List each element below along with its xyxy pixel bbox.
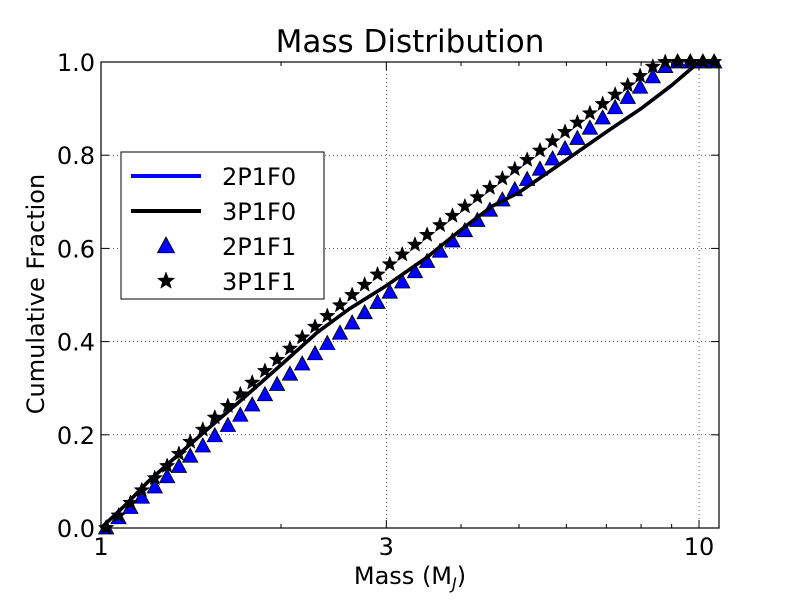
- triangle-point: [158, 467, 176, 484]
- series-layer: [97, 53, 723, 536]
- x-tick-label: 3: [379, 533, 394, 561]
- star-point: [518, 151, 536, 167]
- star-point: [356, 276, 373, 292]
- legend-entry-3P1F0: 3P1F0: [131, 198, 296, 226]
- legend-triangle-swatch: [156, 236, 176, 254]
- star-point: [331, 296, 349, 313]
- star-point: [431, 216, 449, 233]
- star-point: [268, 351, 286, 367]
- y-tick-label: 0.2: [57, 422, 95, 450]
- triangle-point: [606, 98, 624, 115]
- star-point: [381, 255, 399, 272]
- triangle-point: [293, 355, 311, 371]
- x-axis-label-subscript: J: [449, 574, 457, 593]
- triangle-point: [206, 426, 224, 443]
- star-point: [444, 207, 461, 223]
- star-point: [581, 104, 599, 121]
- triangle-point: [619, 88, 637, 104]
- triangle-point: [631, 78, 649, 94]
- star-point: [531, 141, 549, 158]
- y-tick-label: 0.8: [57, 142, 95, 170]
- star-point: [481, 179, 499, 195]
- legend-entry-2P1F1: 2P1F1: [156, 233, 296, 261]
- triangle-point: [306, 344, 324, 361]
- triangle-point: [644, 68, 662, 84]
- triangle-point: [181, 447, 199, 463]
- triangle-point: [256, 385, 274, 402]
- star-point: [456, 197, 474, 214]
- triangle-point: [594, 109, 611, 125]
- legend-label: 3P1F1: [222, 268, 296, 296]
- legend-label: 2P1F0: [222, 163, 296, 191]
- legend: 2P1F0 3P1F0 2P1F1 3P1F1: [120, 151, 325, 300]
- star-point: [293, 328, 311, 345]
- x-axis-label-close: ): [457, 562, 466, 590]
- star-point: [594, 95, 611, 111]
- star-point: [319, 307, 336, 324]
- legend-star-swatch: [156, 271, 176, 289]
- triangle-point: [394, 273, 411, 289]
- star-point: [606, 85, 624, 102]
- star-point: [232, 385, 249, 402]
- triangle-point: [406, 262, 424, 279]
- triangle-point: [281, 365, 299, 381]
- legend-label: 3P1F0: [222, 198, 296, 226]
- y-tick-label: 1.0: [57, 49, 95, 77]
- star-point: [243, 373, 261, 390]
- star-point: [506, 160, 524, 177]
- triangle-point: [356, 303, 373, 320]
- triangle-point: [531, 160, 549, 176]
- triangle-point: [581, 119, 599, 135]
- star-point: [306, 317, 324, 334]
- star-point: [619, 76, 637, 93]
- star-point: [281, 339, 299, 356]
- triangle-point: [219, 416, 237, 432]
- triangle-point: [170, 457, 188, 473]
- star-point: [644, 57, 662, 74]
- star-point: [631, 67, 649, 84]
- triangle-point: [556, 139, 574, 156]
- star-point: [406, 235, 424, 252]
- legend-entry-3P1F1: 3P1F1: [156, 268, 296, 296]
- plot-frame: [100, 61, 720, 529]
- star-point: [469, 188, 486, 205]
- star-point: [393, 245, 411, 262]
- star-point: [418, 226, 436, 242]
- y-tick-label: 0.6: [57, 235, 95, 263]
- y-tick-label: 0.0: [57, 515, 95, 543]
- star-point: [556, 123, 574, 139]
- triangle-point: [343, 314, 361, 330]
- x-tick-label: 1: [93, 533, 108, 561]
- legend-label: 2P1F1: [222, 233, 296, 261]
- star-point: [494, 169, 511, 186]
- star-point: [343, 286, 361, 303]
- chart-title: Mass Distribution: [276, 24, 545, 60]
- series-3P1F0-line: [99, 60, 719, 530]
- x-axis-label-main: Mass (M: [354, 562, 452, 590]
- triangle-point: [544, 150, 561, 166]
- star-point: [369, 265, 386, 282]
- star-point: [544, 132, 561, 149]
- triangle-point: [369, 293, 386, 309]
- triangle-point: [268, 375, 286, 391]
- axis-ticks: 0.0 0.2 0.4 0.6 0.8 1.0 1 3 10: [57, 49, 719, 561]
- y-tick-label: 0.4: [57, 329, 95, 357]
- triangle-point: [232, 406, 249, 422]
- triangle-point: [381, 283, 399, 299]
- legend-entry-2P1F0: 2P1F0: [131, 163, 296, 191]
- series-3P1F1: [97, 53, 723, 536]
- star-point: [256, 362, 274, 379]
- triangle-point: [331, 324, 349, 340]
- triangle-point: [319, 334, 336, 350]
- triangle-point: [243, 396, 261, 412]
- triangle-point: [569, 129, 586, 145]
- star-point: [110, 506, 127, 523]
- x-axis-label: Mass (MJ): [354, 562, 466, 593]
- x-tick-label: 10: [684, 533, 715, 561]
- triangle-point: [194, 437, 212, 453]
- y-axis-label: Cumulative Fraction: [22, 174, 50, 414]
- star-point: [569, 113, 586, 130]
- triangle-point: [146, 478, 164, 494]
